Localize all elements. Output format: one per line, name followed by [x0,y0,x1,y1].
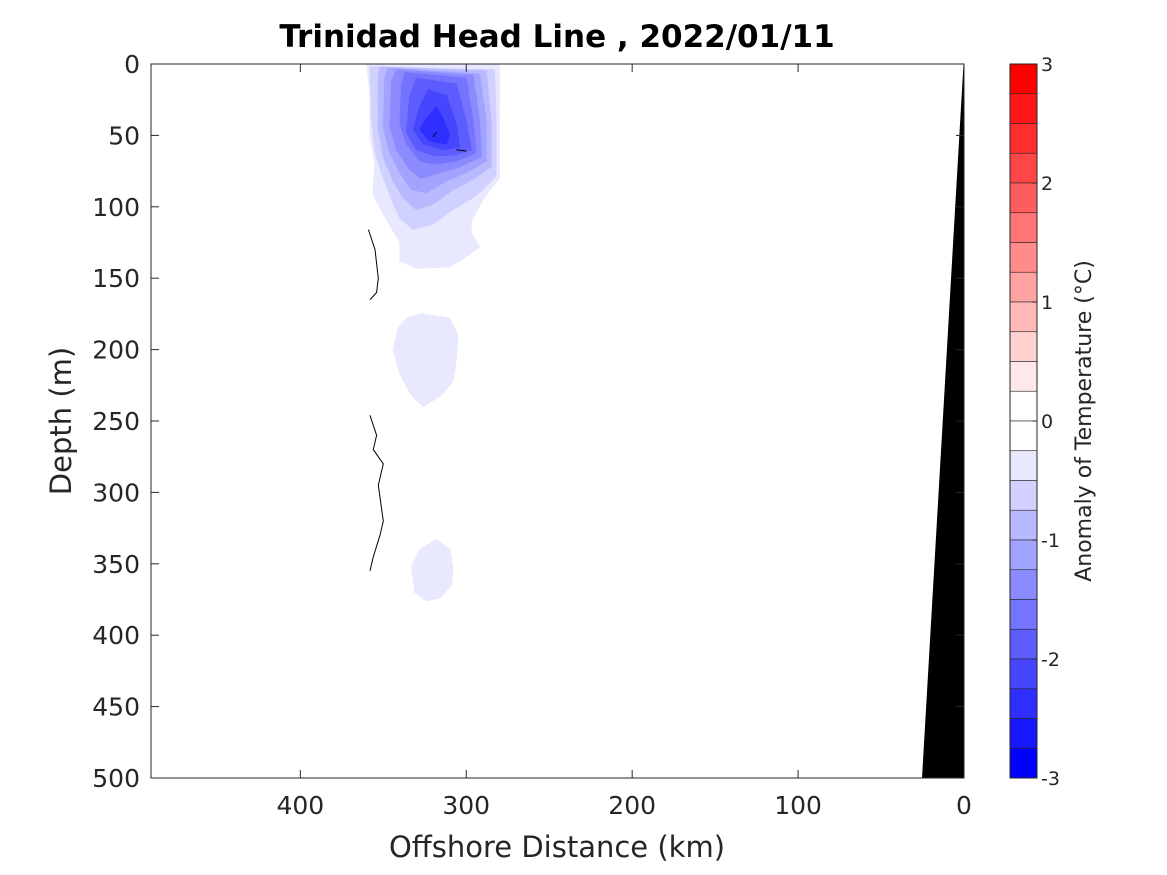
x-tick-label-1: 300 [442,791,490,820]
colorbar-tick-label-5: -2 [1041,649,1060,671]
y-tick-label-0: 0 [124,50,140,79]
colorbar-swatch-11 [1009,390,1038,422]
colorbar-swatch-7 [1009,271,1038,303]
colorbar-swatch-14 [1009,480,1038,511]
anomaly-region-11 [419,105,451,145]
y-tick-label-5: 250 [92,407,140,436]
y-tick-label-3: 150 [92,264,140,293]
y-tick-label-10: 500 [92,764,140,793]
colorbar-swatch-5 [1009,212,1038,243]
colorbar-swatch-3 [1009,152,1038,184]
contour-line-1 [369,415,384,572]
colorbar-swatch-0 [1009,63,1038,95]
anomaly-region-3 [410,538,454,602]
colorbar-swatch-6 [1009,242,1038,273]
y-axis-label: Depth (m) [44,347,78,495]
colorbar-swatch-18 [1009,599,1038,630]
contour-line-2 [432,132,437,138]
colorbar: 3 2 1 0 -1 -2 -3 [1009,54,1060,790]
chart-title: Trinidad Head Line , 2022/01/11 [279,19,834,55]
bathymetry-shelf [921,64,964,778]
plot-layer [366,64,964,778]
x-tick-label-2: 200 [608,791,656,820]
y-tick-label-4: 200 [92,336,140,365]
colorbar-swatch-9 [1009,331,1038,362]
colorbar-swatch-10 [1009,361,1038,392]
colorbar-tick-label-1: 2 [1041,173,1053,195]
y-tick-label-2: 100 [92,193,140,222]
y-tick-label-7: 350 [92,550,140,579]
colorbar-swatch-19 [1009,628,1038,660]
x-tick-label-0: 400 [276,791,324,820]
colorbar-tick-label-6: -3 [1041,768,1060,790]
colorbar-swatch-4 [1009,182,1038,214]
x-tick-label-4: 0 [956,791,972,820]
colorbar-tick-label-2: 1 [1041,292,1053,314]
colorbar-swatch-20 [1009,658,1038,690]
colorbar-swatch-23 [1009,747,1038,779]
contour-line-0 [367,229,379,300]
colorbar-tick-label-3: 0 [1041,411,1053,433]
anomaly-region-2 [392,313,459,408]
colorbar-swatch-17 [1009,569,1038,600]
colorbar-swatch-2 [1009,123,1038,154]
colorbar-swatch-22 [1009,718,1038,749]
colorbar-swatch-13 [1009,450,1038,481]
axes-layer: 400 300 200 100 0 0 50 100 150 200 250 300 350 400 450… [92,50,972,820]
colorbar-swatch-21 [1009,688,1038,719]
colorbar-tick-label-4: -1 [1041,530,1060,552]
colorbar-tick-label-0: 3 [1041,54,1053,76]
colorbar-swatch-16 [1009,539,1038,571]
colorbar-label: Anomaly of Temperature (°C) [1072,260,1097,582]
y-tick-label-1: 50 [108,121,140,150]
y-tick-label-6: 300 [92,478,140,507]
x-tick-label-3: 100 [774,791,822,820]
y-tick-label-9: 450 [92,693,140,722]
contour-line-3 [456,149,467,152]
plot-background [151,64,964,778]
colorbar-swatch-1 [1009,93,1038,124]
colorbar-swatch-8 [1009,301,1038,333]
x-axis-label: Offshore Distance (km) [389,830,725,864]
colorbar-swatch-12 [1009,420,1038,452]
colorbar-swatch-15 [1009,509,1038,541]
y-tick-label-8: 400 [92,621,140,650]
